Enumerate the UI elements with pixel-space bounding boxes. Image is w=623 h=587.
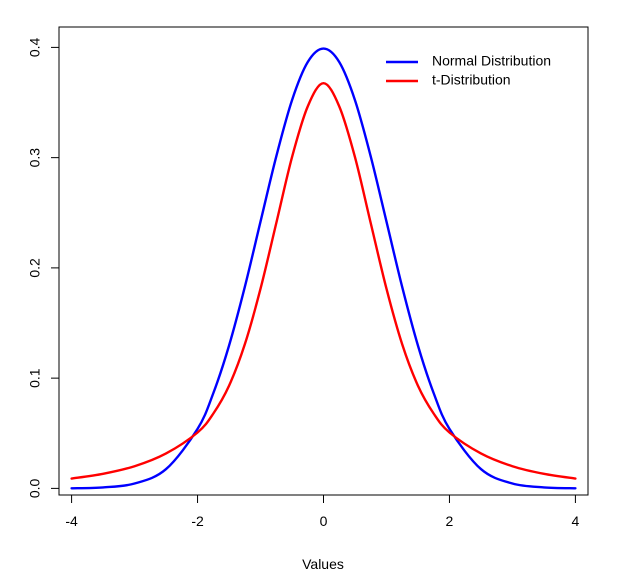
legend-label: Normal Distribution [432,53,551,69]
y-tick-label: 0.0 [27,478,43,498]
x-tick-label: -2 [191,513,204,529]
legend: Normal Distribution t-Distribution [386,53,551,88]
y-tick-label: 0.2 [27,258,43,278]
x-tick-label: 0 [320,513,328,529]
x-tick-label: 4 [572,513,580,529]
x-tick-label: -4 [65,513,78,529]
series-layer [70,47,577,490]
plot-frame [58,26,589,496]
y-tick-label: 0.4 [27,37,43,57]
y-tick-label: 0.1 [27,368,43,388]
y-axis: 0.0 0.1 0.2 0.3 0.4 [27,37,60,498]
x-axis: -4 -2 0 2 4 [65,494,580,529]
series-line-t [70,82,577,480]
x-tick-label: 2 [446,513,454,529]
x-axis-title: Values [302,556,344,572]
legend-label: t-Distribution [432,72,511,88]
series-line-normal [70,47,577,490]
y-tick-label: 0.3 [27,148,43,168]
